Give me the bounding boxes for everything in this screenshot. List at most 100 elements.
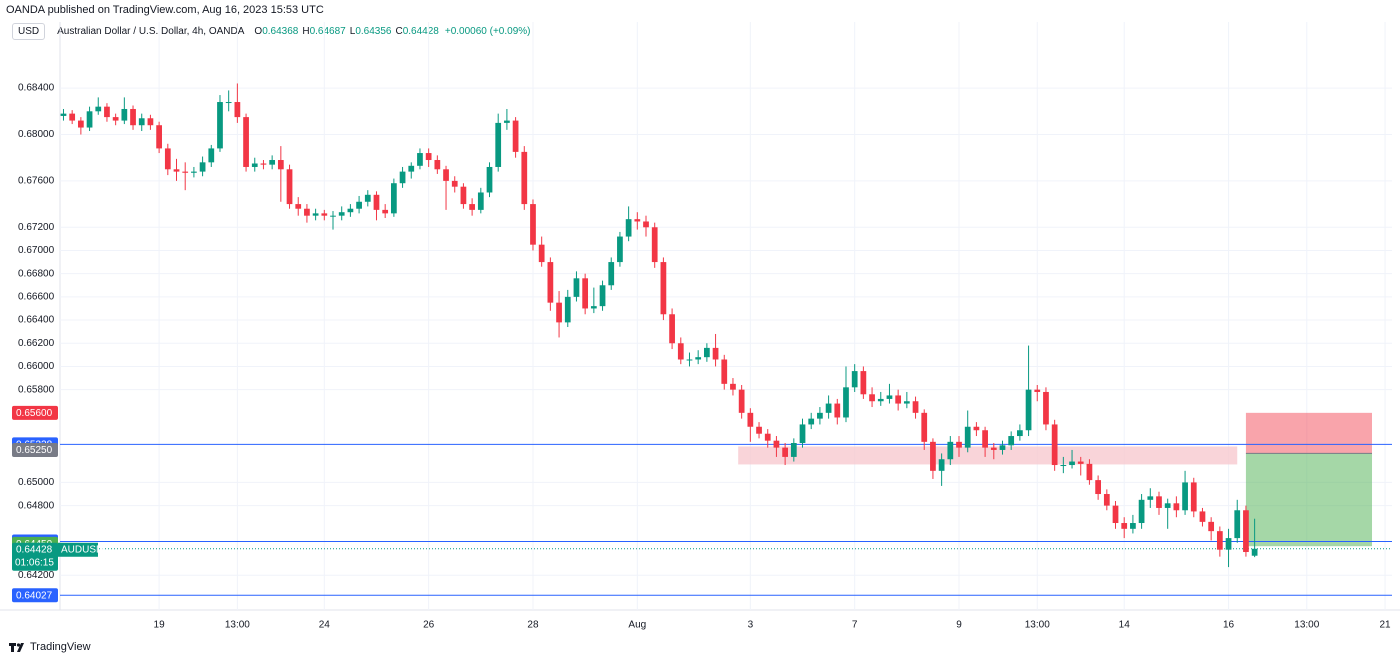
candle-body xyxy=(277,160,284,170)
candle-body xyxy=(1234,510,1241,539)
candle-body xyxy=(573,278,580,297)
candle-body xyxy=(564,296,571,323)
candle-body xyxy=(686,359,693,361)
candle-body xyxy=(1077,461,1084,464)
candle-body xyxy=(547,262,554,303)
candle-body xyxy=(756,426,762,434)
candle-body xyxy=(338,212,345,216)
x-tick-label: 21 xyxy=(1379,620,1391,631)
candle-body xyxy=(130,108,136,126)
y-tick-label: 0.66800 xyxy=(18,268,55,279)
candle-body xyxy=(599,285,606,307)
candle-body xyxy=(69,113,76,121)
candle-body xyxy=(799,424,806,443)
legend-row: USD Australian Dollar / U.S. Dollar, 4h,… xyxy=(12,23,530,40)
candle-body xyxy=(77,120,84,128)
candle-body xyxy=(538,244,545,263)
candle-body xyxy=(634,219,641,222)
y-tick-label: 0.68400 xyxy=(18,83,55,94)
stop-badge-label: 0.65600 xyxy=(16,408,53,419)
y-tick-label: 0.65800 xyxy=(18,384,55,395)
candle-body xyxy=(295,204,302,209)
candle-body xyxy=(1060,465,1067,467)
candle-body xyxy=(504,120,510,123)
currency-button[interactable]: USD xyxy=(12,23,46,40)
candle-body xyxy=(877,398,884,402)
candle-body xyxy=(243,117,249,167)
candle-body xyxy=(86,111,93,128)
candle-body xyxy=(1130,523,1136,529)
candle-body xyxy=(425,153,432,161)
candle-body xyxy=(225,102,232,104)
candle-body xyxy=(443,169,449,181)
candle-body xyxy=(1112,505,1119,524)
candle-body xyxy=(938,459,945,471)
candle-body xyxy=(851,371,858,388)
candle-body xyxy=(817,412,823,419)
candle-body xyxy=(982,430,988,448)
y-tick-label: 0.66000 xyxy=(18,361,55,372)
candle-body xyxy=(530,204,536,245)
candle-body xyxy=(1216,531,1223,550)
candle-body xyxy=(512,120,519,152)
candle-body xyxy=(1034,389,1041,392)
candle-body xyxy=(434,160,441,170)
chart: 0.68400 0.68000 0.67600 0.67200 0.67000 0.668… xyxy=(0,22,1400,631)
y-tick-label: 0.65000 xyxy=(18,477,55,488)
x-tick-label: 14 xyxy=(1119,620,1131,631)
footer-text: TradingView xyxy=(30,641,91,653)
candle-body xyxy=(808,418,815,425)
candle-body xyxy=(912,401,919,413)
candle-body xyxy=(164,148,171,170)
candle-body xyxy=(408,165,415,172)
candle-body xyxy=(1243,510,1249,553)
y-tick-label: 0.68000 xyxy=(18,129,55,140)
candle-body xyxy=(869,394,875,402)
candle-body xyxy=(1147,496,1154,500)
target-area xyxy=(1245,453,1373,547)
candle-body xyxy=(1069,461,1075,466)
candle-body xyxy=(1251,548,1258,556)
candle-body xyxy=(1225,538,1232,550)
candle-body xyxy=(990,447,997,450)
y-tick-label: 0.67600 xyxy=(18,176,55,187)
ohlc-value: 0.64687 xyxy=(309,26,346,37)
candle-body xyxy=(704,347,710,358)
candle-body xyxy=(886,395,893,399)
candle-body xyxy=(825,403,832,413)
candle-body xyxy=(999,445,1006,450)
footer: TradingView xyxy=(8,641,91,653)
candle-body xyxy=(391,183,397,214)
candle-body xyxy=(773,440,780,448)
ohlc-legend: O0.64368 H0.64687 L0.64356 C0.64428 xyxy=(250,26,438,37)
candle-body xyxy=(1025,389,1032,431)
candle-body xyxy=(269,160,276,165)
candle-body xyxy=(669,314,675,344)
x-tick-label: 13:00 xyxy=(225,620,250,631)
symbol-label: AUDUSD xyxy=(61,544,103,555)
candle-body xyxy=(182,171,189,173)
x-tick-label: 28 xyxy=(527,620,539,631)
candle-body xyxy=(451,180,458,187)
candle-body xyxy=(1156,496,1162,508)
stop-badge xyxy=(12,405,58,420)
candle-body xyxy=(286,169,293,205)
ohlc-value: 0.64428 xyxy=(402,26,439,37)
candle-body xyxy=(921,412,928,442)
candle-body xyxy=(1043,391,1049,425)
candle-body xyxy=(643,221,649,228)
candle-body xyxy=(1103,494,1110,506)
candle-body xyxy=(382,209,389,214)
candle-body xyxy=(582,278,589,309)
last-price-label: 0.64428 xyxy=(16,544,53,555)
x-tick-label: 19 xyxy=(154,620,166,631)
x-tick-label: 3 xyxy=(748,620,754,631)
candle-body xyxy=(895,395,902,404)
candle-body xyxy=(834,403,841,418)
entry-badge-label: 0.65250 xyxy=(16,445,53,456)
candle-body xyxy=(556,302,562,323)
candle-body xyxy=(234,102,241,118)
candle-body xyxy=(973,426,980,431)
candle-body xyxy=(860,371,867,395)
candle-body xyxy=(1164,503,1171,508)
